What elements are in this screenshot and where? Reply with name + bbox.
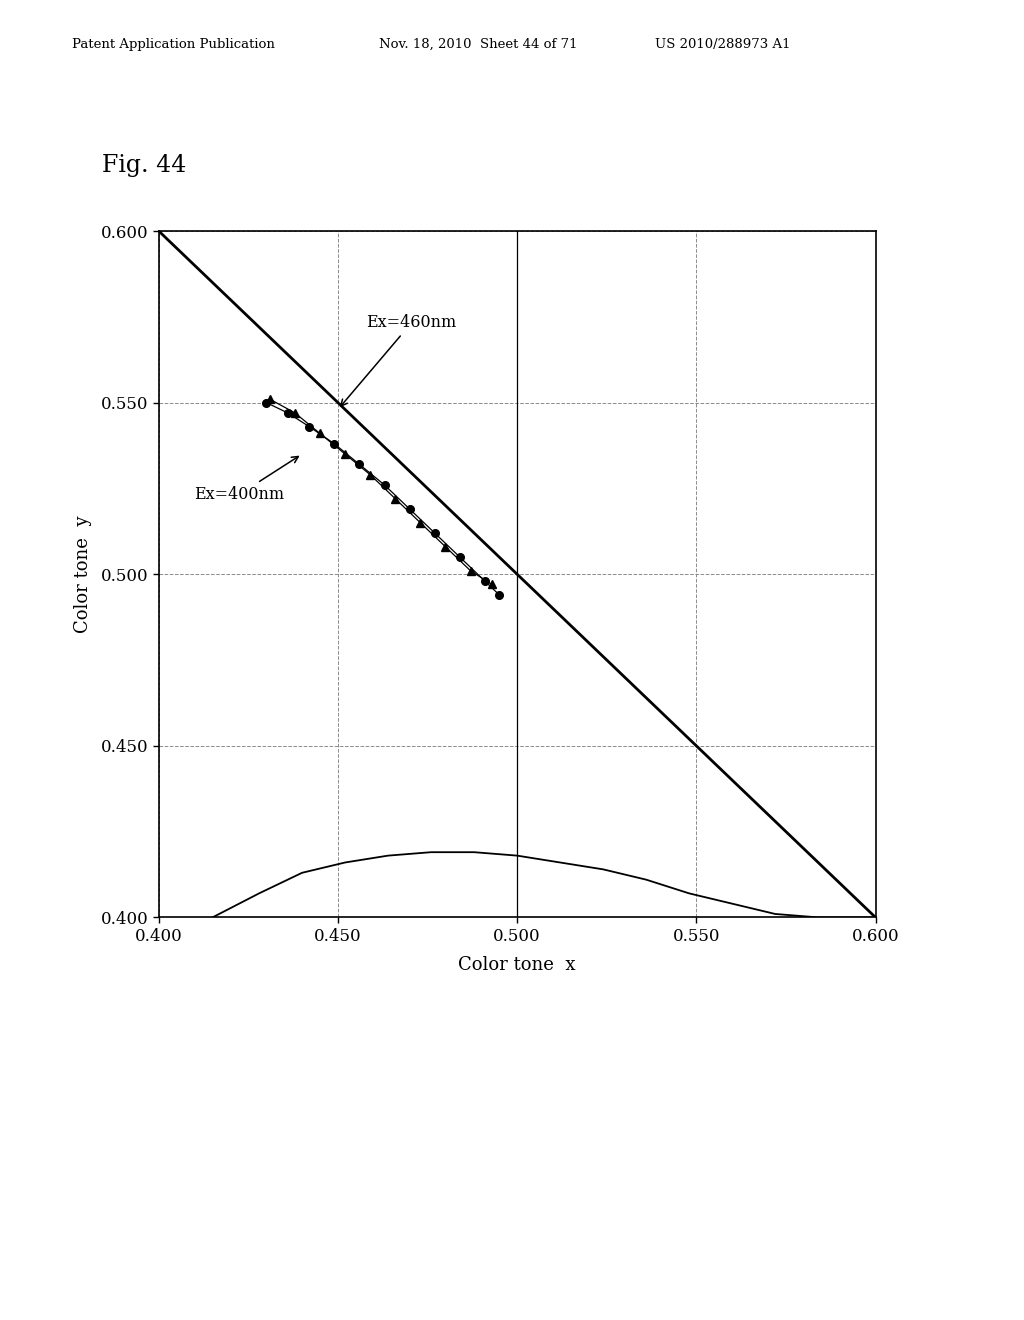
Text: Fig. 44: Fig. 44 xyxy=(102,153,186,177)
Text: Nov. 18, 2010  Sheet 44 of 71: Nov. 18, 2010 Sheet 44 of 71 xyxy=(379,37,578,50)
Text: Patent Application Publication: Patent Application Publication xyxy=(72,37,274,50)
Text: US 2010/288973 A1: US 2010/288973 A1 xyxy=(655,37,791,50)
Text: Ex=460nm: Ex=460nm xyxy=(341,314,457,407)
Text: Ex=400nm: Ex=400nm xyxy=(195,457,298,503)
Y-axis label: Color tone  y: Color tone y xyxy=(74,515,92,634)
X-axis label: Color tone  x: Color tone x xyxy=(459,956,575,974)
